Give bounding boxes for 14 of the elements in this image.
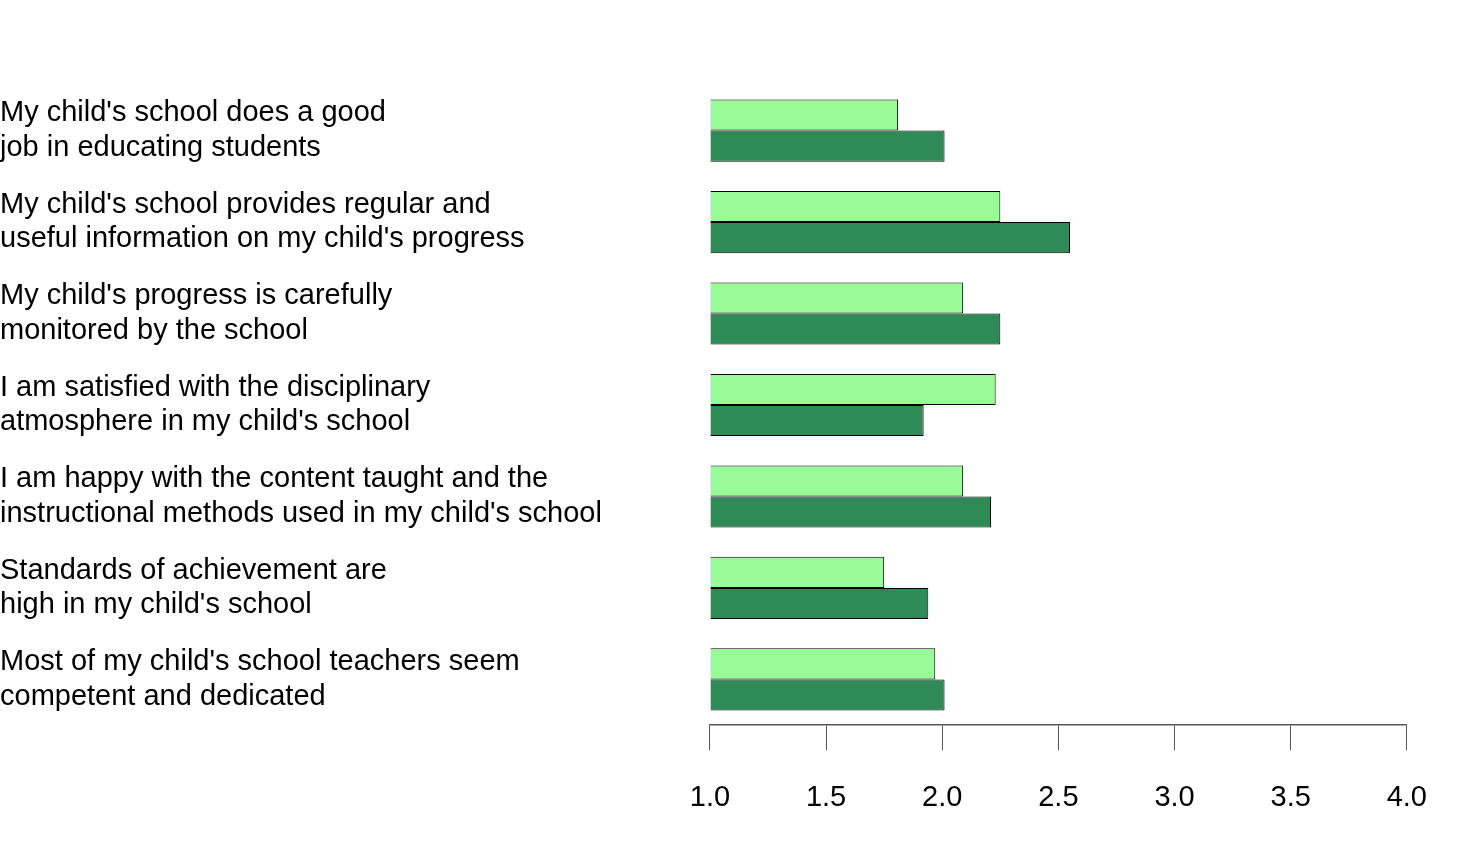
y-tick-label: I am satisfied with the disciplinary atmosphere in my child's school xyxy=(0,369,431,437)
x-tick-label: 2.5 xyxy=(1038,779,1079,812)
x-tick-label: 1.0 xyxy=(689,779,731,812)
y-tick-label: Standards of achievement are high in my child's school xyxy=(0,552,387,620)
y-tick-label: Most of my child's school teachers seem competent and dedicated xyxy=(0,644,520,711)
x-tick-label: 3.0 xyxy=(1154,779,1195,812)
y-tick-label: My child's school provides regular and useful information on my child's progress xyxy=(0,186,525,254)
x-tick-label: 4.0 xyxy=(1386,779,1428,812)
x-tick-label: 1.5 xyxy=(805,779,847,812)
x-tick-label: 3.5 xyxy=(1270,779,1311,812)
y-tick-label: My child's progress is carefully monitored by the school xyxy=(0,278,393,345)
x-tick-label: 2.0 xyxy=(922,779,963,812)
y-tick-label: I am happy with the content taught and the instructional methods used in my child's school xyxy=(0,461,602,528)
y-tick-label: My child's school does a good job in educating students xyxy=(0,95,386,162)
